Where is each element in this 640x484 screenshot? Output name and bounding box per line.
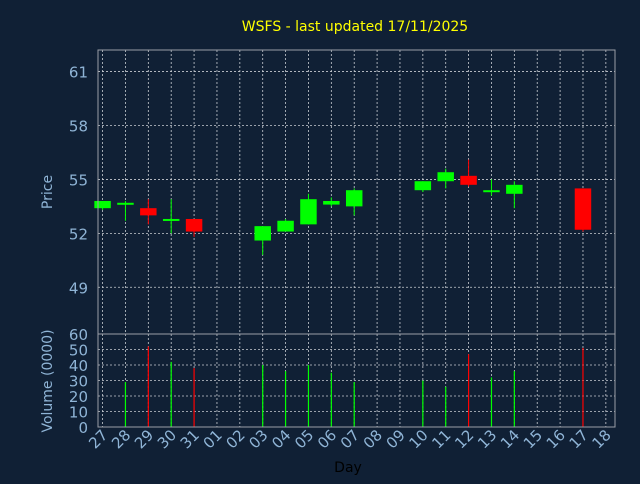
- volume-y-tick-label: 50: [69, 342, 88, 360]
- x-axis-label: Day: [334, 460, 362, 476]
- candle: [574, 188, 592, 232]
- price-y-tick-labels: 49 52 55 58 61: [69, 64, 88, 298]
- candle: [323, 197, 340, 207]
- candle-body: [300, 199, 317, 225]
- candle: [254, 226, 271, 255]
- candle: [300, 193, 317, 225]
- candle: [117, 200, 134, 221]
- candle-body: [506, 184, 523, 194]
- candle-body: [574, 188, 592, 230]
- candle-body: [162, 218, 180, 221]
- candle-body: [94, 200, 111, 209]
- candle-body: [414, 181, 432, 191]
- candle-body: [323, 200, 340, 205]
- candle: [437, 168, 454, 189]
- volume-y-tick-label: 0: [78, 419, 88, 437]
- volume-y-tick-label: 30: [69, 373, 88, 391]
- price-y-tick-label: 52: [69, 225, 88, 243]
- candle: [162, 199, 180, 234]
- price-y-axis-label: Price: [40, 175, 56, 209]
- candle: [506, 181, 523, 209]
- candle-body: [437, 172, 454, 182]
- price-grid: [98, 50, 615, 334]
- candle: [345, 188, 363, 216]
- candle-body: [140, 208, 157, 216]
- candle-body: [277, 220, 294, 232]
- candle-body: [254, 226, 271, 241]
- candle-body: [345, 190, 363, 207]
- candle: [140, 199, 157, 225]
- candle: [460, 159, 477, 187]
- volume-y-tick-label: 10: [69, 404, 88, 422]
- price-y-tick-label: 55: [69, 171, 88, 189]
- price-candles: [94, 159, 592, 255]
- candle-body: [117, 202, 134, 205]
- volume-bars: [124, 346, 584, 427]
- x-tick-labels: 2728293031010203040506070809101112131415…: [85, 426, 615, 452]
- candle: [483, 179, 500, 196]
- candle: [277, 218, 294, 232]
- candle: [185, 218, 203, 237]
- volume-y-axis-label: Volume (0000): [40, 329, 56, 432]
- price-y-tick-label: 61: [69, 64, 88, 82]
- price-y-tick-label: 49: [69, 279, 88, 297]
- volume-grid: [98, 333, 615, 428]
- volume-y-tick-label: 60: [69, 326, 88, 344]
- candle: [94, 200, 111, 210]
- candle-body: [185, 218, 203, 232]
- candle: [414, 181, 432, 192]
- volume-y-tick-label: 20: [69, 388, 88, 406]
- volume-y-tick-label: 40: [69, 357, 88, 375]
- candle-body: [483, 190, 500, 193]
- chart-title: WSFS - last updated 17/11/2025: [242, 19, 468, 35]
- x-tick-label: 18: [588, 426, 614, 452]
- price-y-tick-label: 58: [69, 117, 88, 135]
- volume-plot-frame: [97, 333, 616, 428]
- candle-body: [460, 175, 477, 185]
